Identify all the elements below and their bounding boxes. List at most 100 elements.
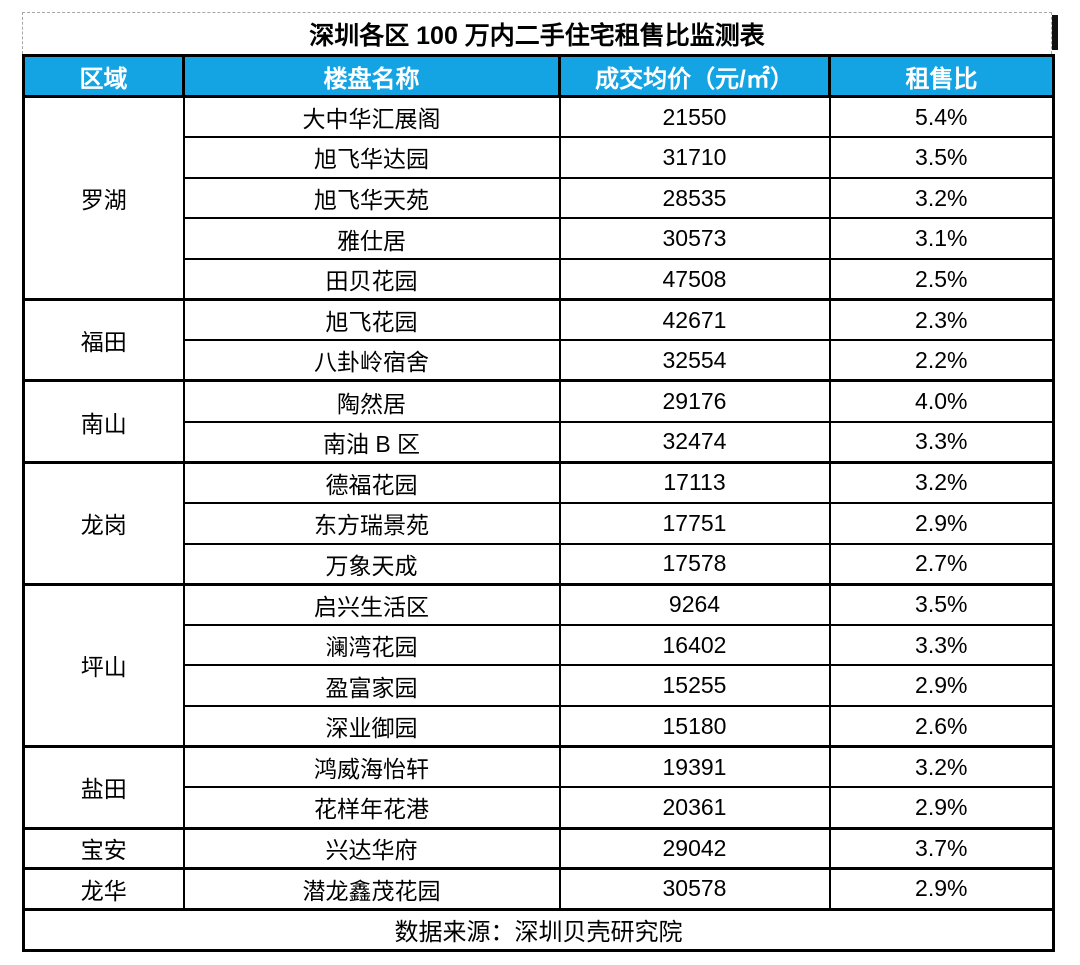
price-cell: 29042 [558, 827, 831, 871]
plot-name-cell: 旭飞华达园 [182, 136, 561, 179]
price-cell: 32474 [558, 420, 831, 464]
header-row: 区域 楼盘名称 成交均价（元/㎡） 租售比 [22, 54, 1055, 98]
data-table: 区域 楼盘名称 成交均价（元/㎡） 租售比 罗湖 大中华汇展阁 21550 5.… [22, 54, 1055, 952]
table-row: 旭飞华达园 31710 3.5% [24, 136, 1055, 179]
price-cell: 30578 [558, 867, 831, 911]
data-source-note: 数据来源：深圳贝壳研究院 [22, 907, 1055, 952]
ratio-cell: 3.5% [828, 136, 1055, 179]
region-cell-longhua: 龙华 [22, 867, 185, 911]
table-row: 坪山 启兴生活区 9264 3.5% [22, 582, 1055, 749]
ratio-cell: 3.2% [828, 461, 1055, 504]
plot-name-cell: 陶然居 [182, 379, 561, 423]
ratio-cell: 2.9% [828, 664, 1055, 708]
region-cell-nanshan: 南山 [22, 379, 185, 464]
table-row: 南油 B 区 32474 3.3% [24, 420, 1055, 464]
price-cell: 15255 [558, 664, 831, 708]
price-cell: 17751 [558, 501, 831, 545]
plot-name-cell: 兴达华府 [182, 827, 561, 871]
table-row: 龙华 潜龙鑫茂花园 30578 2.9% [22, 867, 1055, 911]
price-cell: 9264 [558, 583, 831, 626]
ratio-cell: 5.4% [828, 95, 1055, 139]
price-cell: 31710 [558, 136, 831, 179]
table-row: 澜湾花园 16402 3.3% [24, 623, 1055, 667]
region-cell-yantian: 盐田 [22, 745, 185, 830]
plot-name-cell: 大中华汇展阁 [182, 95, 561, 139]
ratio-cell: 3.5% [828, 583, 1055, 626]
ratio-cell: 3.3% [828, 623, 1055, 667]
region-cell-baoan: 宝安 [22, 826, 185, 871]
plot-name-cell: 启兴生活区 [182, 583, 561, 626]
table-row: 万象天成 17578 2.7% [24, 542, 1055, 586]
ratio-cell: 2.9% [828, 867, 1055, 911]
table-title: 深圳各区 100 万内二手住宅租售比监测表 [309, 21, 765, 50]
table-row: 深业御园 15180 2.6% [24, 705, 1055, 749]
plot-name-cell: 盈富家园 [182, 664, 561, 708]
price-cell: 16402 [558, 623, 831, 667]
table-row: 八卦岭宿舍 32554 2.2% [24, 339, 1055, 383]
plot-name-cell: 田贝花园 [182, 258, 561, 302]
plot-name-cell: 潜龙鑫茂花园 [182, 867, 561, 911]
ratio-cell: 3.7% [828, 827, 1055, 871]
table-row: 东方瑞景苑 17751 2.9% [24, 501, 1055, 545]
ratio-cell: 3.2% [828, 176, 1055, 220]
region-cell-longgang: 龙岗 [22, 460, 185, 586]
column-header-ratio: 租售比 [828, 54, 1055, 98]
plot-name-cell: 澜湾花园 [182, 623, 561, 667]
table-title-row[interactable]: 深圳各区 100 万内二手住宅租售比监测表 [22, 12, 1058, 54]
ratio-cell: 2.7% [828, 542, 1055, 586]
table-row: 盐田 鸿威海怡轩 19391 3.2% [22, 745, 1055, 830]
ratio-cell: 3.1% [828, 217, 1055, 261]
column-header-name: 楼盘名称 [182, 54, 561, 98]
table-row: 宝安 兴达华府 29042 3.7% [22, 826, 1055, 871]
table-row: 南山 陶然居 29176 4.0% [22, 379, 1055, 464]
plot-name-cell: 旭飞花园 [182, 298, 561, 342]
plot-name-cell: 万象天成 [182, 542, 561, 586]
plot-name-cell: 德福花园 [182, 461, 561, 504]
table-row: 盈富家园 15255 2.9% [24, 664, 1055, 708]
ratio-cell: 3.2% [828, 745, 1055, 789]
ratio-cell: 2.9% [828, 786, 1055, 830]
plot-name-cell: 雅仕居 [182, 217, 561, 261]
ratio-cell: 2.3% [828, 298, 1055, 342]
price-cell: 42671 [558, 298, 831, 342]
price-cell: 15180 [558, 705, 831, 749]
price-cell: 17113 [558, 461, 831, 504]
table-row: 旭飞华天苑 28535 3.2% [24, 176, 1055, 220]
plot-name-cell: 八卦岭宿舍 [182, 339, 561, 383]
table-row: 花样年花港 20361 2.9% [24, 786, 1055, 830]
region-cell-pingshan: 坪山 [22, 582, 185, 749]
column-header-region: 区域 [22, 54, 185, 98]
price-cell: 30573 [558, 217, 831, 261]
ratio-cell: 3.3% [828, 420, 1055, 464]
ratio-cell: 2.6% [828, 705, 1055, 749]
price-cell: 29176 [558, 379, 831, 423]
region-cell-luohu: 罗湖 [22, 94, 185, 302]
footer-row: 数据来源：深圳贝壳研究院 [22, 907, 1055, 952]
price-cell: 21550 [558, 95, 831, 139]
price-cell: 19391 [558, 745, 831, 789]
plot-name-cell: 花样年花港 [182, 786, 561, 830]
table-row: 罗湖 大中华汇展阁 21550 5.4% [22, 94, 1055, 302]
region-cell-futian: 福田 [22, 298, 185, 383]
table-row: 龙岗 德福花园 17113 3.2% [22, 460, 1055, 586]
price-cell: 17578 [558, 542, 831, 586]
plot-name-cell: 深业御园 [182, 705, 561, 749]
rent-sale-ratio-table-wrap: 深圳各区 100 万内二手住宅租售比监测表 区域 楼盘名称 成交均价（元/㎡） … [22, 12, 1058, 952]
plot-name-cell: 东方瑞景苑 [182, 501, 561, 545]
price-cell: 20361 [558, 786, 831, 830]
column-header-price: 成交均价（元/㎡） [558, 54, 831, 98]
plot-name-cell: 鸿威海怡轩 [182, 745, 561, 789]
price-cell: 47508 [558, 258, 831, 302]
plot-name-cell: 南油 B 区 [182, 420, 561, 464]
ratio-cell: 2.2% [828, 339, 1055, 383]
price-cell: 28535 [558, 176, 831, 220]
plot-name-cell: 旭飞华天苑 [182, 176, 561, 220]
table-row: 福田 旭飞花园 42671 2.3% [22, 298, 1055, 383]
ratio-cell: 2.9% [828, 501, 1055, 545]
text-cursor [1052, 15, 1058, 50]
table-row: 田贝花园 47508 2.5% [24, 258, 1055, 302]
price-cell: 32554 [558, 339, 831, 383]
ratio-cell: 2.5% [828, 258, 1055, 302]
ratio-cell: 4.0% [828, 379, 1055, 423]
